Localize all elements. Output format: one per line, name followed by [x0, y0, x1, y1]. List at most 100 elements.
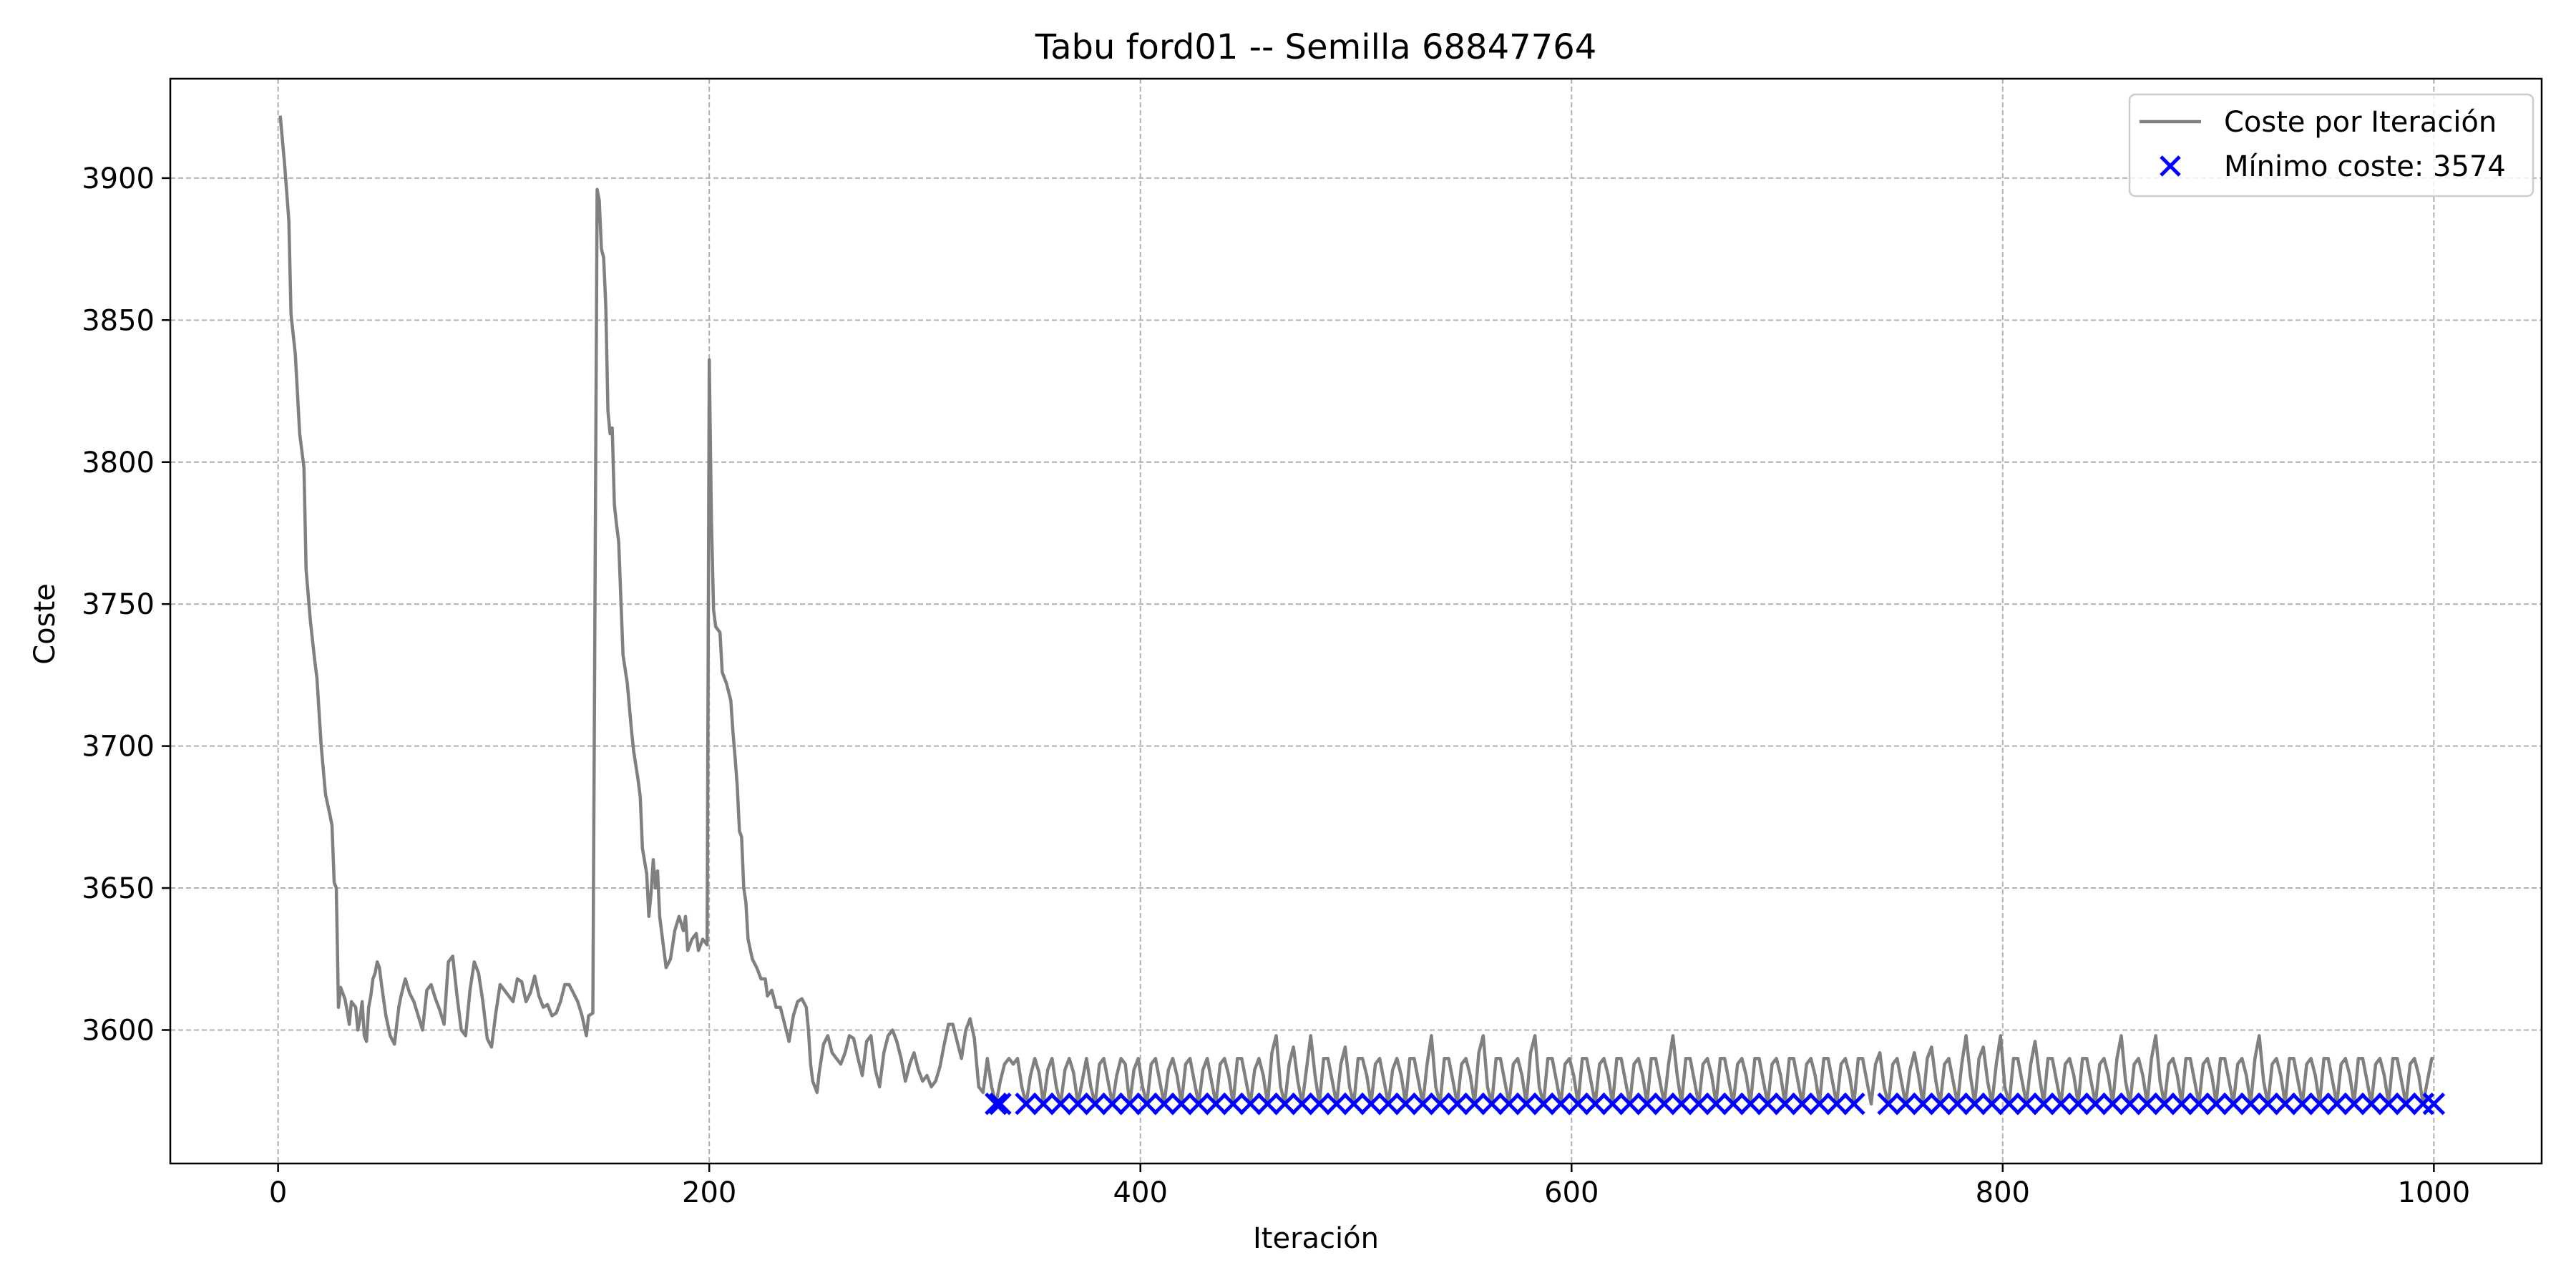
x-tick-label: 200 — [682, 1176, 736, 1209]
y-tick-label: 3850 — [82, 304, 155, 337]
min-cost-marker — [1722, 1092, 1745, 1116]
min-cost-marker — [1843, 1092, 1865, 1116]
legend-label-marker: Mínimo coste: 3574 — [2224, 150, 2506, 183]
min-cost-marker — [1911, 1092, 1935, 1116]
min-cost-marker — [2343, 1092, 2366, 1116]
min-cost-marker — [2273, 1092, 2297, 1116]
min-cost-marker — [1101, 1092, 1124, 1116]
min-cost-marker — [2187, 1092, 2210, 1116]
y-tick-label: 3750 — [82, 588, 155, 621]
min-cost-marker — [2256, 1092, 2280, 1116]
y-tick-label: 3800 — [82, 447, 155, 479]
min-cost-marker — [1221, 1092, 1245, 1116]
plot-frame — [169, 77, 2543, 1165]
min-cost-marker — [1290, 1092, 1314, 1116]
min-cost-marker — [1153, 1092, 1176, 1116]
min-cost-marker — [2411, 1092, 2435, 1116]
min-cost-marker — [2118, 1092, 2142, 1116]
min-cost-marker — [1308, 1092, 1331, 1116]
min-cost-marker — [2360, 1092, 2383, 1116]
cost-line — [278, 115, 2434, 1106]
x-tick-label: 800 — [1976, 1176, 2030, 1209]
chart-title: Tabu ford01 -- Semilla 68847764 — [1035, 27, 1597, 67]
min-cost-marker — [1428, 1092, 1452, 1116]
min-cost-marker — [1204, 1092, 1227, 1116]
min-cost-marker — [1877, 1092, 1900, 1116]
min-cost-marker — [2394, 1092, 2417, 1116]
x-tick-label: 0 — [269, 1176, 287, 1209]
min-cost-marker — [1239, 1092, 1262, 1116]
min-cost-marker — [2049, 1092, 2072, 1116]
min-cost-marker — [1601, 1092, 1624, 1116]
min-cost-marker — [1618, 1092, 1641, 1116]
min-cost-marker — [1980, 1092, 2004, 1116]
min-cost-marker — [1360, 1092, 1382, 1116]
min-cost-marker — [1498, 1092, 1521, 1116]
min-cost-marker — [1584, 1092, 1607, 1116]
min-cost-marker — [1411, 1092, 1435, 1116]
min-cost-marker — [2377, 1092, 2400, 1116]
min-cost-marker — [1515, 1092, 1538, 1116]
x-tick-label: 1000 — [2397, 1176, 2470, 1209]
min-cost-marker — [1118, 1092, 1141, 1116]
min-cost-marker — [1377, 1092, 1400, 1116]
min-cost-marker — [2084, 1092, 2107, 1116]
min-cost-marker — [1480, 1092, 1503, 1116]
min-cost-marker — [1790, 1092, 1814, 1116]
legend: Coste por Iteración Mínimo coste: 3574 — [2128, 93, 2534, 197]
series-markers-minimo-coste — [985, 1092, 2446, 1116]
min-cost-marker — [1170, 1092, 1193, 1116]
min-cost-marker — [2135, 1092, 2159, 1116]
min-cost-marker — [1445, 1092, 1469, 1116]
y-tick-label: 3700 — [82, 731, 155, 763]
y-tick-label: 3900 — [82, 162, 155, 195]
y-axis: 3600 3650 3700 3750 3800 3850 3900 — [82, 162, 170, 1047]
min-cost-marker — [1670, 1092, 1693, 1116]
min-cost-marker — [1739, 1092, 1762, 1116]
min-cost-marker — [1532, 1092, 1555, 1116]
min-cost-marker — [1946, 1092, 1969, 1116]
min-cost-marker — [989, 1092, 1012, 1116]
min-cost-marker — [1807, 1092, 1831, 1116]
y-tick-label: 3650 — [82, 872, 155, 905]
min-cost-marker — [2101, 1092, 2124, 1116]
x-tick-label: 400 — [1113, 1176, 1168, 1209]
min-cost-marker — [1704, 1092, 1727, 1116]
min-cost-marker — [2290, 1092, 2314, 1116]
y-tick-label: 3600 — [82, 1014, 155, 1047]
min-cost-marker — [1687, 1092, 1710, 1116]
min-cost-marker — [1928, 1092, 1952, 1116]
min-cost-marker — [1894, 1092, 1918, 1116]
min-cost-marker — [985, 1092, 1008, 1116]
legend-box — [2128, 93, 2534, 197]
x-tick-label: 600 — [1544, 1176, 1599, 1209]
x-axis: 0 200 400 600 800 1000 — [269, 1163, 2470, 1209]
series-line-coste-por-iteracion — [278, 115, 2434, 1106]
min-cost-marker — [1998, 1092, 2021, 1116]
min-cost-marker — [1273, 1092, 1297, 1116]
min-cost-marker — [2422, 1092, 2446, 1116]
min-cost-marker — [2326, 1092, 2348, 1116]
min-cost-marker — [1066, 1092, 1090, 1116]
min-cost-marker — [2239, 1092, 2263, 1116]
min-cost-marker — [2205, 1092, 2228, 1116]
min-cost-marker — [1825, 1092, 1848, 1116]
min-cost-marker — [1756, 1092, 1780, 1116]
min-cost-marker — [2170, 1092, 2193, 1116]
min-cost-marker — [2067, 1092, 2090, 1116]
min-cost-marker — [1463, 1092, 1486, 1116]
min-cost-marker — [2015, 1092, 2038, 1116]
min-cost-marker — [1032, 1092, 1055, 1116]
min-cost-marker — [1394, 1092, 1418, 1116]
min-cost-marker — [1635, 1092, 1659, 1116]
min-cost-marker — [1549, 1092, 1572, 1116]
min-cost-marker — [1325, 1092, 1348, 1116]
legend-label-line: Coste por Iteración — [2224, 106, 2497, 139]
min-cost-marker — [1342, 1092, 1365, 1116]
min-cost-marker — [1015, 1092, 1038, 1116]
min-cost-marker — [1566, 1092, 1590, 1116]
legend-swatch-marker — [2160, 155, 2181, 177]
min-cost-marker — [1963, 1092, 1986, 1116]
min-cost-marker — [1049, 1092, 1073, 1116]
